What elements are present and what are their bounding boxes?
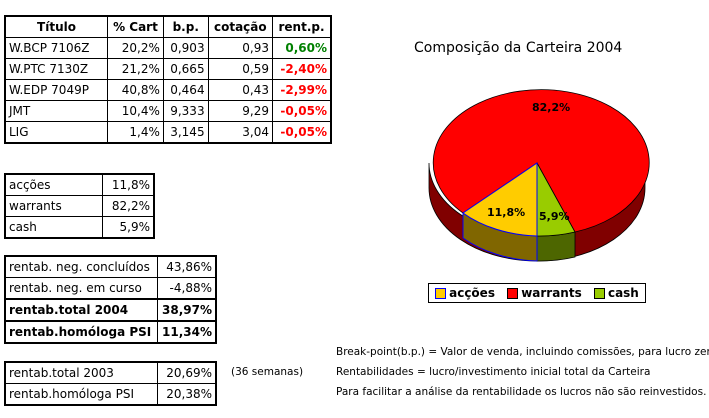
header-rent: rent.p. bbox=[272, 15, 332, 38]
cell-rent: -2,40% bbox=[272, 58, 332, 80]
returns-2003-table: rentab.total 2003 20,69% rentab.homóloga… bbox=[4, 361, 217, 406]
returns-2003-label: rentab.total 2003 bbox=[4, 361, 158, 384]
swatch-warrants-icon bbox=[507, 287, 519, 299]
cell-cart: 20,2% bbox=[107, 37, 164, 59]
composition-value: 82,2% bbox=[102, 195, 155, 217]
table-row: W.PTC 7130Z 21,2% 0,665 0,59 -2,40% bbox=[4, 58, 332, 80]
composition-value: 11,8% bbox=[102, 173, 155, 196]
composition-table: acções 11,8% warrants 82,2% cash 5,9% bbox=[4, 173, 155, 239]
returns-value: 43,86% bbox=[157, 255, 217, 278]
table-row: LIG 1,4% 3,145 3,04 -0,05% bbox=[4, 121, 332, 144]
pie-slice-acoes bbox=[462, 162, 538, 237]
table-row: JMT 10,4% 9,333 9,29 -0,05% bbox=[4, 100, 332, 122]
note-break-point: Break-point(b.p.) = Valor de venda, incl… bbox=[336, 346, 709, 358]
table-row: rentab. neg. em curso -4,88% bbox=[4, 277, 217, 300]
header-bp: b.p. bbox=[162, 15, 209, 38]
note-reinvestment: Para facilitar a análise da rentabilidad… bbox=[336, 386, 707, 398]
cell-rent: -2,99% bbox=[272, 79, 332, 101]
holdings-table: Título % Cart b.p. cotação rent.p. W.BCP… bbox=[4, 15, 332, 144]
header-cart: % Cart bbox=[107, 15, 164, 38]
label-cash: 5,9% bbox=[539, 210, 570, 223]
composition-label: warrants bbox=[4, 195, 103, 217]
cell-cotacao: 0,43 bbox=[207, 79, 274, 101]
cell-bp: 0,903 bbox=[162, 37, 209, 59]
returns-table: rentab. neg. concluídos 43,86% rentab. n… bbox=[4, 255, 217, 344]
cell-bp: 3,145 bbox=[162, 121, 209, 144]
table-row: cash 5,9% bbox=[4, 216, 155, 239]
composition-value: 5,9% bbox=[102, 216, 155, 239]
returns-2003-label: rentab.homóloga PSI bbox=[4, 383, 158, 406]
header-titulo: Título bbox=[4, 15, 108, 38]
legend-label: warrants bbox=[521, 286, 582, 300]
returns-label-total-2004: rentab.total 2004 bbox=[4, 298, 158, 322]
returns-value-psi: 11,34% bbox=[157, 320, 217, 344]
cell-cotacao: 0,93 bbox=[207, 37, 274, 59]
cell-bp: 0,665 bbox=[162, 58, 209, 80]
table-row: rentab. neg. concluídos 43,86% bbox=[4, 255, 217, 278]
returns-2003-value: 20,38% bbox=[157, 383, 217, 406]
swatch-acoes-icon bbox=[435, 287, 447, 299]
chart-legend: acções warrants cash bbox=[428, 283, 646, 303]
cell-cotacao: 0,59 bbox=[207, 58, 274, 80]
table-row: W.BCP 7106Z 20,2% 0,903 0,93 0,60% bbox=[4, 37, 332, 59]
chart-title: Composição da Carteira 2004 bbox=[414, 40, 623, 56]
returns-label: rentab. neg. em curso bbox=[4, 277, 158, 300]
table-row: rentab.total 2004 38,97% bbox=[4, 298, 217, 322]
table-row: warrants 82,2% bbox=[4, 195, 155, 217]
label-acoes: 11,8% bbox=[487, 206, 525, 219]
composition-label: cash bbox=[4, 216, 103, 239]
legend-label: acções bbox=[449, 286, 495, 300]
legend-item-cash: cash bbox=[593, 286, 639, 300]
cell-cart: 40,8% bbox=[107, 79, 164, 101]
table-row: rentab.total 2003 20,69% bbox=[4, 361, 217, 384]
legend-item-warrants: warrants bbox=[507, 286, 582, 300]
cell-bp: 0,464 bbox=[162, 79, 209, 101]
cell-cotacao: 9,29 bbox=[207, 100, 274, 122]
table-row: rentab.homóloga PSI 20,38% bbox=[4, 383, 217, 406]
cell-cart: 10,4% bbox=[107, 100, 164, 122]
cell-rent: -0,05% bbox=[272, 121, 332, 144]
returns-value-total-2004: 38,97% bbox=[157, 298, 217, 322]
cell-cart: 1,4% bbox=[107, 121, 164, 144]
returns-value: -4,88% bbox=[157, 277, 217, 300]
header-cotacao: cotação bbox=[207, 15, 274, 38]
table-row: W.EDP 7049P 40,8% 0,464 0,43 -2,99% bbox=[4, 79, 332, 101]
cell-cart: 21,2% bbox=[107, 58, 164, 80]
returns-label: rentab. neg. concluídos bbox=[4, 255, 158, 278]
table-header-row: Título % Cart b.p. cotação rent.p. bbox=[4, 15, 332, 38]
cell-rent: -0,05% bbox=[272, 100, 332, 122]
weeks-note: (36 semanas) bbox=[231, 366, 304, 378]
legend-label: cash bbox=[607, 286, 639, 300]
cell-bp: 9,333 bbox=[162, 100, 209, 122]
note-rentabilidades: Rentabilidades = lucro/investimento inic… bbox=[336, 366, 651, 378]
table-row: acções 11,8% bbox=[4, 173, 155, 196]
returns-label-psi: rentab.homóloga PSI bbox=[4, 320, 158, 344]
pie-chart: 82,2% 11,8% 5,9% bbox=[428, 89, 650, 262]
cell-titulo: W.EDP 7049P bbox=[4, 79, 108, 101]
returns-2003-value: 20,69% bbox=[157, 361, 217, 384]
label-warrants: 82,2% bbox=[532, 101, 570, 114]
legend-item-acoes: acções bbox=[435, 286, 495, 300]
cell-titulo: LIG bbox=[4, 121, 108, 144]
composition-label: acções bbox=[4, 173, 103, 196]
cell-cotacao: 3,04 bbox=[207, 121, 274, 144]
swatch-cash-icon bbox=[593, 287, 605, 299]
cell-titulo: W.PTC 7130Z bbox=[4, 58, 108, 80]
table-row: rentab.homóloga PSI 11,34% bbox=[4, 320, 217, 344]
cell-titulo: JMT bbox=[4, 100, 108, 122]
cell-rent: 0,60% bbox=[272, 37, 332, 59]
cell-titulo: W.BCP 7106Z bbox=[4, 37, 108, 59]
